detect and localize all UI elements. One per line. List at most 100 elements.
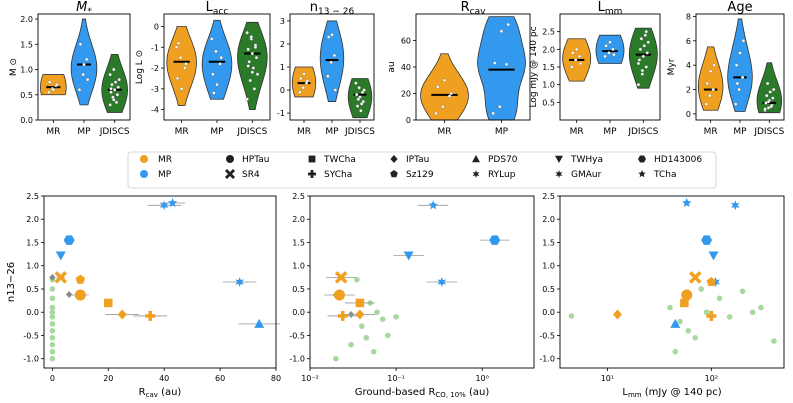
y-tick-label: 2.0 <box>292 215 305 224</box>
violin-point <box>183 66 187 70</box>
violin-body-MP <box>201 19 233 100</box>
point-IPTau <box>355 309 365 320</box>
point-RYLup <box>711 277 720 287</box>
panel-title: Lacc <box>206 0 229 17</box>
x-tick-label: 10⁻¹ <box>387 374 405 383</box>
violin-point <box>704 102 709 106</box>
y-tick-label: 8 <box>686 12 691 21</box>
point-TWCha <box>355 298 365 308</box>
y-axis-label: Log mJy @ 140 pc <box>529 26 539 107</box>
violin-point <box>355 93 359 97</box>
violin-point <box>574 58 578 62</box>
y-tick-label: 0.5 <box>542 285 555 294</box>
y-tick-label: 1.5 <box>292 238 305 247</box>
violin-point <box>644 65 648 69</box>
violin-point <box>215 83 219 87</box>
violin-point <box>326 74 330 78</box>
panel-title-main: n <box>310 0 318 15</box>
jdiscs-point <box>726 314 733 320</box>
legend-label: GMAur <box>571 170 602 180</box>
violin-point <box>305 79 309 83</box>
violin-point <box>765 93 769 98</box>
point-HD143006 <box>701 235 713 245</box>
violin-body-JDISCS <box>628 27 658 89</box>
jdiscs-point <box>333 355 339 362</box>
violin-point <box>646 40 650 44</box>
legend-label: TCha <box>653 170 676 180</box>
x-category-label: MR <box>437 127 451 137</box>
violin-point <box>180 87 184 91</box>
x-category-label: MP <box>733 127 747 137</box>
panel-frame <box>559 195 785 369</box>
violin-point <box>329 60 333 65</box>
jdiscs-point <box>379 316 386 322</box>
violin-panel: Lmm 0.5 1.0 1.5 2.0 2.5 MR MP JDISCS Log mJy @ 14… <box>529 0 661 137</box>
violin-body-MP <box>477 16 526 121</box>
violin-point <box>578 61 583 66</box>
point-HD143006 <box>489 235 501 245</box>
violin-point <box>247 60 251 64</box>
point-TWCha <box>680 298 689 308</box>
violin-point <box>116 85 120 89</box>
y-tick-label: 2.5 <box>542 192 555 201</box>
x-tick-label: 40 <box>159 374 169 383</box>
violin-point <box>253 45 258 49</box>
violin-point <box>705 81 709 86</box>
y-tick-label: -1.0 <box>23 355 39 364</box>
x-tick-label: 80 <box>271 374 281 383</box>
violin-point <box>330 33 334 37</box>
jdiscs-point <box>49 334 56 341</box>
y-tick-label: 1.5 <box>26 238 39 247</box>
legend-marker-RYLup <box>472 170 480 178</box>
panel-title-main: M <box>76 0 87 15</box>
violin-point <box>302 72 306 76</box>
point-PDS70 <box>670 318 681 328</box>
violin-point <box>109 90 113 94</box>
panel-frame <box>43 195 277 369</box>
panel-title-main: Age <box>727 0 752 15</box>
point-GMAur <box>159 200 169 211</box>
jdiscs-point <box>359 323 365 329</box>
jdiscs-point <box>363 334 370 341</box>
point-IPTau <box>612 309 622 320</box>
y-tick-label: 2.5 <box>26 192 39 201</box>
panel-title-sub: 13 − 26 <box>318 7 354 17</box>
x-category-label: MR <box>297 127 311 137</box>
y-tick-label: 0 <box>686 110 691 119</box>
violin-point <box>115 93 120 97</box>
point-GMAur <box>730 200 740 211</box>
violin-point <box>768 90 772 94</box>
y-tick-label: 1.0 <box>542 262 555 271</box>
violin-point <box>249 35 253 39</box>
violin-point <box>114 100 119 104</box>
violin-point <box>82 62 86 67</box>
point-TCha <box>167 197 178 208</box>
violin-point <box>210 37 214 41</box>
violin-point <box>708 93 712 98</box>
violin-point <box>251 66 256 70</box>
violin-point <box>218 62 222 66</box>
x-category-label: JDISCS <box>344 127 375 137</box>
y-tick-label: 0.0 <box>542 308 555 317</box>
violin-panel: n13 − 26 3 2 1 0 -1 MR MP JDISCS <box>277 0 375 137</box>
point-TWHya <box>708 251 719 261</box>
legend-label: IPTau <box>406 155 429 165</box>
y-axis-label: Myr <box>667 58 677 75</box>
legend-marker-HD143006 <box>638 155 646 163</box>
x-category-label: MP <box>603 127 617 137</box>
violin-point <box>442 78 447 82</box>
jdiscs-point <box>49 341 56 348</box>
legend-marker-SYCha <box>308 170 316 178</box>
violin-point <box>640 68 645 73</box>
point-TWCha <box>104 298 113 308</box>
legend-label: SYCha <box>324 170 352 180</box>
jdiscs-point <box>758 304 764 311</box>
jdiscs-point <box>749 309 756 316</box>
y-tick-label: 0.5 <box>20 91 33 100</box>
legend-label: HD143006 <box>654 155 702 165</box>
violin-point <box>766 100 771 104</box>
panel-title-sub: mm <box>605 7 623 17</box>
x-category-label: MR <box>46 127 60 137</box>
point-TWHya <box>55 251 66 261</box>
